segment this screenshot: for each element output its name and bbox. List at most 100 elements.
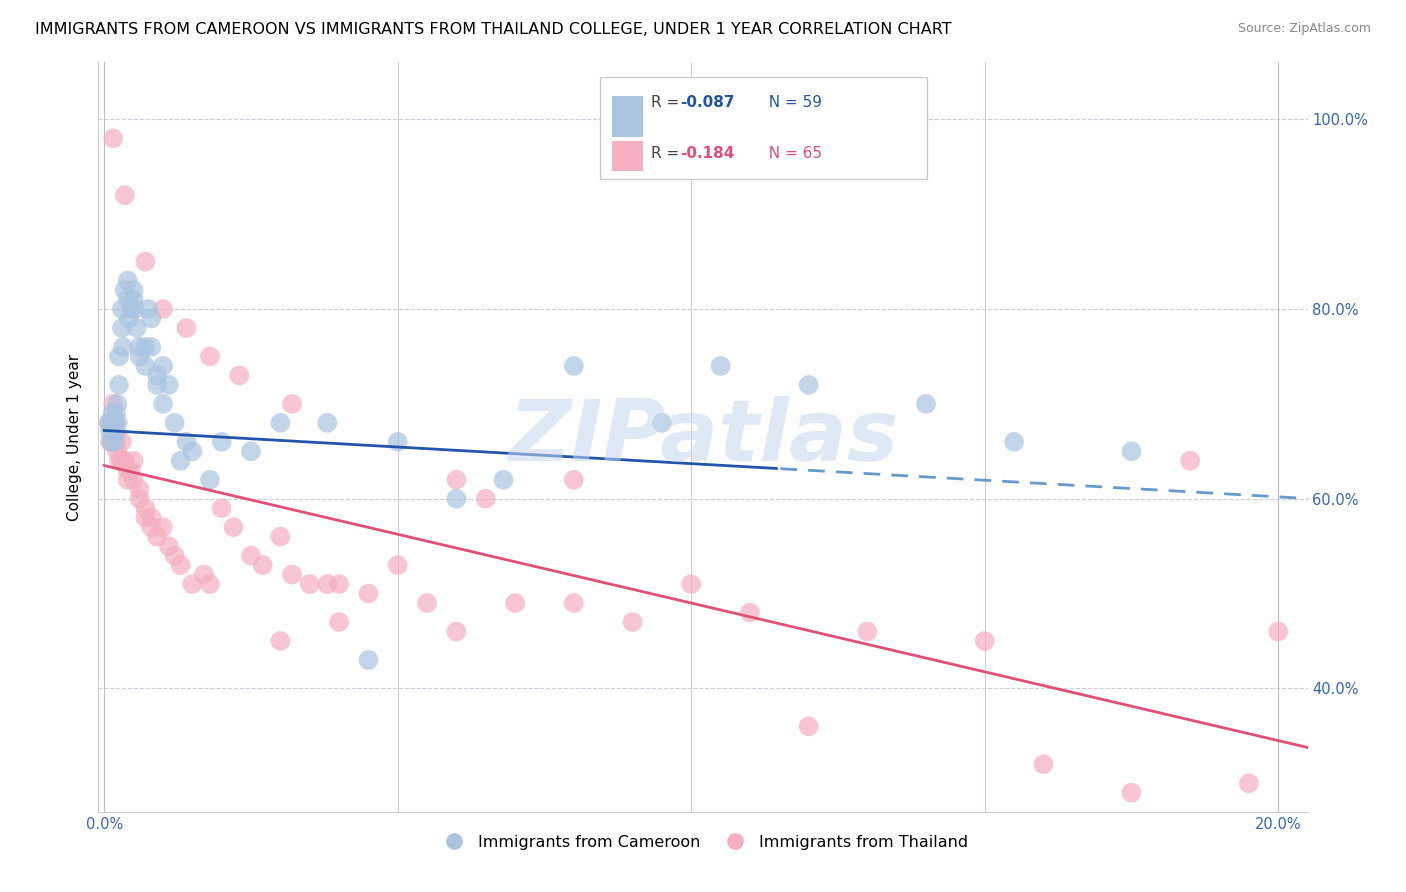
- Point: [108, 350, 131, 364]
- Point: [103, 416, 125, 430]
- Point: [446, 473, 468, 487]
- Point: [269, 416, 291, 430]
- Point: [134, 501, 156, 516]
- Point: [198, 473, 221, 487]
- Point: [98, 425, 121, 440]
- Point: [357, 586, 380, 600]
- Point: [101, 416, 124, 430]
- Text: R =: R =: [651, 95, 685, 110]
- Point: [169, 558, 191, 573]
- Point: [176, 321, 198, 335]
- Point: [117, 473, 139, 487]
- Point: [134, 340, 156, 354]
- Point: [105, 397, 128, 411]
- Point: [492, 473, 515, 487]
- Point: [101, 397, 124, 411]
- Point: [1121, 786, 1143, 800]
- Point: [134, 359, 156, 373]
- Point: [117, 463, 139, 477]
- Point: [446, 491, 468, 506]
- Point: [163, 549, 186, 563]
- Point: [104, 416, 127, 430]
- Point: [112, 454, 135, 468]
- Point: [122, 454, 145, 468]
- Point: [562, 473, 585, 487]
- Text: N = 65: N = 65: [759, 146, 821, 161]
- Point: [193, 567, 215, 582]
- Point: [198, 577, 221, 591]
- Point: [111, 454, 134, 468]
- Point: [562, 596, 585, 610]
- FancyBboxPatch shape: [600, 78, 927, 178]
- FancyBboxPatch shape: [613, 141, 643, 171]
- Point: [446, 624, 468, 639]
- Point: [128, 482, 150, 496]
- Point: [108, 378, 131, 392]
- Point: [281, 397, 304, 411]
- Point: [211, 434, 233, 449]
- Point: [111, 301, 134, 316]
- Point: [134, 254, 156, 268]
- Point: [141, 520, 163, 534]
- Point: [1267, 624, 1289, 639]
- Point: [152, 520, 174, 534]
- Point: [1237, 776, 1260, 790]
- Point: [181, 444, 204, 458]
- Point: [269, 634, 291, 648]
- FancyBboxPatch shape: [613, 96, 643, 137]
- Point: [252, 558, 274, 573]
- Point: [269, 530, 291, 544]
- Point: [298, 577, 321, 591]
- Point: [141, 510, 163, 524]
- Point: [101, 416, 124, 430]
- Point: [621, 615, 644, 629]
- Point: [128, 340, 150, 354]
- Point: [114, 188, 136, 202]
- Point: [176, 434, 198, 449]
- Point: [111, 321, 134, 335]
- Point: [211, 501, 233, 516]
- Point: [108, 454, 131, 468]
- Point: [114, 283, 136, 297]
- Point: [118, 311, 141, 326]
- Point: [328, 577, 350, 591]
- Point: [562, 359, 585, 373]
- Point: [973, 634, 995, 648]
- Point: [141, 311, 163, 326]
- Point: [100, 434, 122, 449]
- Point: [100, 416, 122, 430]
- Legend: Immigrants from Cameroon, Immigrants from Thailand: Immigrants from Cameroon, Immigrants fro…: [432, 829, 974, 856]
- Point: [114, 454, 136, 468]
- Text: IMMIGRANTS FROM CAMEROON VS IMMIGRANTS FROM THAILAND COLLEGE, UNDER 1 YEAR CORRE: IMMIGRANTS FROM CAMEROON VS IMMIGRANTS F…: [35, 22, 952, 37]
- Point: [101, 406, 124, 420]
- Point: [146, 368, 169, 383]
- Point: [475, 491, 498, 506]
- Point: [103, 434, 125, 449]
- Point: [328, 615, 350, 629]
- Point: [1180, 454, 1202, 468]
- Point: [134, 510, 156, 524]
- Point: [856, 624, 879, 639]
- Point: [1032, 757, 1054, 772]
- Point: [104, 416, 127, 430]
- Point: [98, 416, 121, 430]
- Point: [98, 416, 121, 430]
- Point: [240, 549, 263, 563]
- Text: ZIPatlas: ZIPatlas: [508, 395, 898, 479]
- Point: [316, 416, 339, 430]
- Point: [152, 397, 174, 411]
- Point: [117, 293, 139, 307]
- Point: [101, 131, 124, 145]
- Point: [101, 434, 124, 449]
- Point: [101, 425, 124, 440]
- Point: [157, 378, 180, 392]
- Point: [797, 719, 820, 733]
- Point: [146, 378, 169, 392]
- Point: [281, 567, 304, 582]
- Text: -0.184: -0.184: [681, 146, 734, 161]
- Text: -0.087: -0.087: [681, 95, 734, 110]
- Point: [169, 454, 191, 468]
- Point: [416, 596, 439, 610]
- Text: Source: ZipAtlas.com: Source: ZipAtlas.com: [1237, 22, 1371, 36]
- Point: [316, 577, 339, 591]
